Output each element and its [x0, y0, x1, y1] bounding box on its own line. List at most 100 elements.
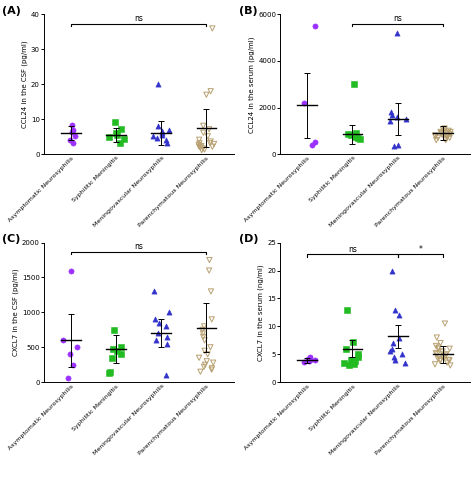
Point	[355, 134, 362, 142]
Point	[438, 129, 445, 137]
Point	[345, 362, 353, 369]
Point	[390, 353, 397, 361]
Point	[343, 306, 350, 314]
Point	[437, 356, 444, 364]
Point	[390, 142, 398, 150]
Point	[197, 144, 204, 151]
Point	[208, 366, 216, 373]
Point	[442, 351, 449, 359]
Point	[447, 362, 454, 369]
Point	[306, 353, 314, 361]
Point	[444, 129, 452, 137]
Point	[203, 357, 210, 365]
Point	[208, 365, 216, 372]
Point	[434, 134, 442, 142]
Point	[68, 128, 76, 136]
Point	[116, 139, 124, 147]
Point	[195, 136, 203, 144]
Point	[393, 113, 401, 121]
Point	[439, 347, 447, 355]
Point	[196, 139, 203, 147]
Point	[432, 133, 439, 141]
Point	[165, 126, 173, 134]
Point	[439, 353, 447, 361]
Point	[392, 356, 399, 364]
Point	[431, 361, 439, 368]
Text: *: *	[418, 245, 422, 254]
Point	[198, 147, 205, 154]
Y-axis label: CXCL7 in the CSF (pg/ml): CXCL7 in the CSF (pg/ml)	[12, 269, 19, 356]
Point	[165, 309, 173, 317]
Point	[195, 354, 203, 362]
Point	[341, 359, 348, 367]
Point	[350, 361, 357, 368]
Point	[204, 132, 211, 140]
Point	[208, 316, 216, 323]
Point	[445, 127, 452, 135]
Point	[388, 267, 396, 274]
Text: (D): (D)	[238, 234, 258, 244]
Point	[158, 127, 165, 135]
Point	[117, 343, 125, 351]
Point	[164, 139, 171, 147]
Point	[197, 368, 204, 376]
Point	[438, 347, 446, 355]
Point	[199, 333, 207, 341]
Point	[210, 359, 217, 367]
Point	[442, 136, 449, 144]
Point	[201, 337, 209, 344]
Point	[352, 129, 360, 137]
Point	[305, 357, 313, 365]
Point	[209, 24, 216, 32]
Point	[343, 345, 350, 353]
Point	[149, 132, 157, 140]
Point	[199, 329, 207, 337]
Point	[447, 128, 455, 136]
Point	[68, 122, 75, 129]
Text: ns: ns	[134, 14, 143, 23]
Point	[401, 359, 409, 367]
Point	[311, 22, 319, 30]
Point	[153, 134, 161, 142]
Point	[109, 345, 117, 353]
Point	[158, 129, 165, 137]
Point	[200, 122, 207, 130]
Point	[388, 111, 396, 119]
Point	[391, 306, 399, 314]
Point	[443, 131, 451, 139]
Point	[386, 347, 394, 355]
Point	[113, 347, 121, 355]
Point	[112, 129, 120, 137]
Point	[110, 326, 118, 334]
Point	[351, 357, 359, 365]
Point	[201, 361, 209, 368]
Y-axis label: CCL24 in the serum (pg/ml): CCL24 in the serum (pg/ml)	[249, 36, 255, 132]
Point	[200, 363, 208, 371]
Point	[354, 350, 362, 358]
Point	[155, 122, 162, 130]
Y-axis label: CCL24 in the CSF (pg/ml): CCL24 in the CSF (pg/ml)	[21, 41, 28, 128]
Point	[441, 135, 449, 143]
Point	[434, 345, 442, 353]
Point	[69, 361, 77, 368]
Point	[153, 337, 160, 344]
Point	[395, 141, 402, 148]
Point	[433, 334, 440, 342]
Point	[155, 319, 163, 327]
Point	[206, 139, 214, 147]
Point	[106, 133, 113, 141]
Point	[439, 126, 447, 134]
Point	[113, 131, 120, 139]
Point	[389, 339, 397, 347]
Point	[204, 350, 211, 358]
Point	[443, 359, 451, 367]
Point	[163, 333, 171, 341]
Point	[207, 138, 214, 146]
Point	[162, 371, 169, 379]
Point	[195, 143, 203, 150]
Point	[446, 134, 454, 142]
Point	[441, 124, 448, 132]
Point	[64, 374, 72, 382]
Point	[209, 143, 216, 150]
Point	[109, 354, 116, 362]
